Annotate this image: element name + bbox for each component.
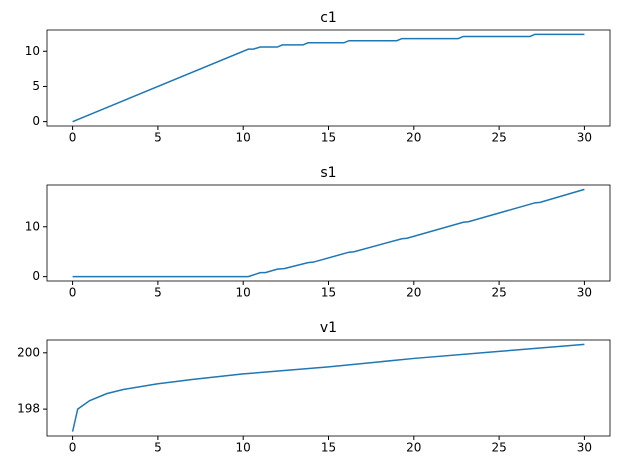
y-tick-label: 10 bbox=[25, 44, 40, 58]
line bbox=[72, 33, 585, 123]
x-tick-label: 0 bbox=[69, 286, 77, 300]
x-tick-label: 10 bbox=[236, 286, 251, 300]
x-tick-label: 20 bbox=[406, 131, 421, 145]
x-tick-label: 10 bbox=[236, 131, 251, 145]
y-tick-label: 200 bbox=[17, 345, 40, 359]
x-tick-label: 25 bbox=[491, 131, 506, 145]
line bbox=[71, 343, 585, 432]
axes-frame bbox=[46, 339, 611, 437]
x-tick-label: 15 bbox=[321, 441, 336, 455]
subplot-title: c1 bbox=[320, 10, 337, 26]
y-tick-label: 5 bbox=[32, 79, 40, 93]
subplot-title: v1 bbox=[320, 320, 337, 336]
y-tick-label: 198 bbox=[17, 402, 40, 416]
y-tick-label: 0 bbox=[32, 269, 40, 283]
x-tick-label: 10 bbox=[236, 441, 251, 455]
line bbox=[72, 188, 585, 278]
x-tick-label: 30 bbox=[577, 131, 592, 145]
x-tick-label: 25 bbox=[491, 286, 506, 300]
x-tick-label: 20 bbox=[406, 286, 421, 300]
x-tick-label: 5 bbox=[154, 286, 162, 300]
x-tick-label: 30 bbox=[577, 441, 592, 455]
x-tick-label: 20 bbox=[406, 441, 421, 455]
y-tick-label: 0 bbox=[32, 114, 40, 128]
x-tick-label: 0 bbox=[69, 441, 77, 455]
x-tick-label: 30 bbox=[577, 286, 592, 300]
axes-frame bbox=[46, 29, 611, 127]
x-tick-label: 5 bbox=[154, 131, 162, 145]
subplot-title: s1 bbox=[320, 165, 336, 181]
axes-frame bbox=[46, 184, 611, 282]
x-tick-label: 25 bbox=[491, 441, 506, 455]
x-tick-label: 15 bbox=[321, 286, 336, 300]
x-tick-label: 0 bbox=[69, 131, 77, 145]
x-tick-label: 5 bbox=[154, 441, 162, 455]
x-tick-label: 15 bbox=[321, 131, 336, 145]
y-tick-label: 10 bbox=[25, 219, 40, 233]
